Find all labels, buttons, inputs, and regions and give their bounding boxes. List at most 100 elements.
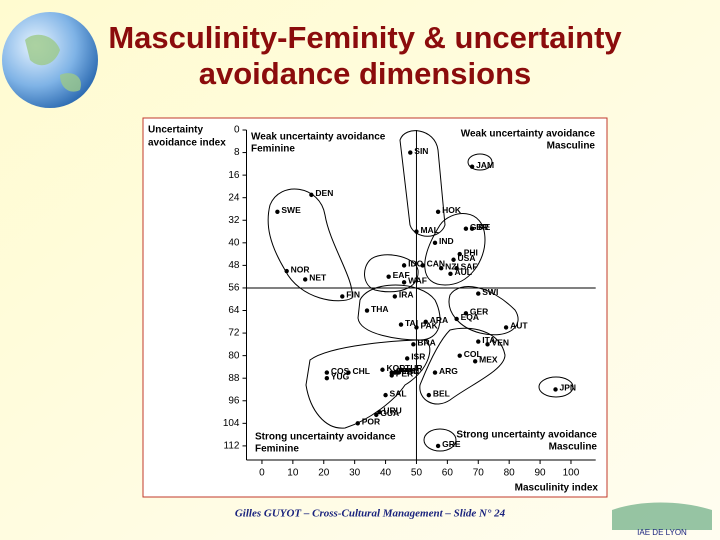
cluster-outline (305, 339, 431, 429)
quadrant-label: Feminine (251, 144, 295, 155)
x-tick-label: 60 (442, 468, 454, 479)
y-axis-label: avoidance index (148, 138, 226, 149)
point-label: COL (464, 349, 482, 359)
chart-frame (142, 117, 608, 498)
point (408, 150, 413, 155)
y-tick-label: 112 (224, 441, 240, 452)
point-label: THA (371, 304, 388, 314)
quadrant-label: Masculine (549, 442, 598, 453)
y-axis-label: Uncertainty (148, 125, 203, 136)
point-label: JAM (476, 160, 494, 170)
globe-land (25, 34, 81, 92)
point (451, 257, 456, 262)
footer: Gilles GUYOT – Cross-Cultural Management… (235, 508, 506, 520)
logo-text: IAE DE LYON (637, 528, 687, 537)
point (476, 339, 481, 344)
point-label: GER (470, 307, 488, 317)
y-tick-label: 64 (228, 305, 240, 316)
point-label: WAF (408, 276, 427, 286)
point-label: ARA (430, 315, 448, 325)
x-tick-label: 100 (563, 468, 580, 479)
point-label: EAF (393, 270, 410, 280)
point (435, 209, 441, 214)
quadrant-label: Weak uncertainty avoidance (461, 129, 596, 140)
point-label: PHI (464, 247, 478, 257)
y-tick-label: 104 (223, 418, 240, 429)
point (414, 229, 419, 234)
point-label: PER (396, 369, 413, 379)
point-label: EQA (461, 312, 479, 322)
point (463, 226, 469, 231)
point (469, 164, 475, 169)
title: Masculinity-Feminity & uncertainty avoida… (108, 20, 622, 91)
point (472, 359, 478, 364)
y-tick-label: 8 (234, 147, 240, 158)
point (309, 192, 314, 198)
point (485, 342, 490, 347)
point-label: GUA (380, 408, 399, 418)
y-tick-label: 72 (228, 328, 240, 339)
cluster-outline (357, 284, 441, 341)
point (426, 392, 432, 398)
point-label: GRE (442, 439, 461, 449)
y-tick-label: 80 (228, 350, 240, 361)
point (340, 294, 345, 299)
point-label: PAN (402, 366, 419, 376)
y-tick-label: 48 (228, 260, 240, 271)
point-label: TAI (405, 318, 418, 328)
quadrant-label: Strong uncertainty avoidance (255, 432, 396, 443)
point-label: NOR (291, 264, 310, 274)
point-label: CAN (427, 259, 445, 269)
point (346, 370, 351, 375)
point (398, 322, 404, 327)
x-tick-label: 0 (259, 468, 265, 479)
title-line: avoidance dimensions (199, 56, 532, 91)
y-tick-label: 24 (228, 192, 240, 203)
point (457, 251, 462, 257)
point (553, 387, 558, 392)
point (398, 367, 404, 372)
y-tick-label: 88 (228, 373, 240, 384)
point-label: IND (439, 236, 454, 246)
x-tick-label: 30 (349, 468, 361, 479)
title-line: Masculinity-Feminity & uncertainty (108, 20, 622, 55)
x-tick-label: 40 (380, 468, 392, 479)
cluster-outline (423, 428, 457, 452)
point-label: FRA (399, 366, 416, 376)
point (355, 421, 360, 426)
point-label: FIN (346, 290, 360, 300)
y-tick-label: 96 (228, 395, 240, 406)
quadrant-label: Weak uncertainty avoidance (251, 132, 386, 143)
point-label: MEX (479, 355, 498, 365)
y-tick-label: 40 (228, 237, 240, 248)
point-label: GBR (470, 222, 489, 232)
point (457, 353, 462, 358)
point (324, 370, 330, 375)
quadrant-label: Masculine (547, 141, 596, 152)
point-label: MAL (420, 225, 438, 235)
point (389, 373, 394, 378)
point (411, 342, 416, 347)
point (386, 274, 391, 279)
point-label: SWE (281, 205, 301, 215)
x-tick-label: 50 (411, 468, 423, 479)
point (463, 311, 469, 316)
x-axis-label: Masculinity index (515, 483, 599, 494)
point-label: TUR (405, 363, 422, 373)
point (284, 268, 289, 274)
point-label: AUT (510, 321, 528, 331)
quadrant-label: Strong uncertainty avoidance (456, 430, 597, 441)
point-label: SWI (482, 287, 498, 297)
point-label: USA (458, 253, 476, 263)
point (414, 325, 419, 330)
point (275, 209, 280, 214)
point-label: IDO (408, 259, 424, 269)
point (377, 409, 382, 415)
point (435, 443, 441, 449)
point (469, 226, 475, 231)
point-label: SAL (390, 388, 407, 398)
point (438, 266, 444, 271)
cluster-outline (419, 327, 506, 405)
cluster-outline (467, 153, 493, 171)
